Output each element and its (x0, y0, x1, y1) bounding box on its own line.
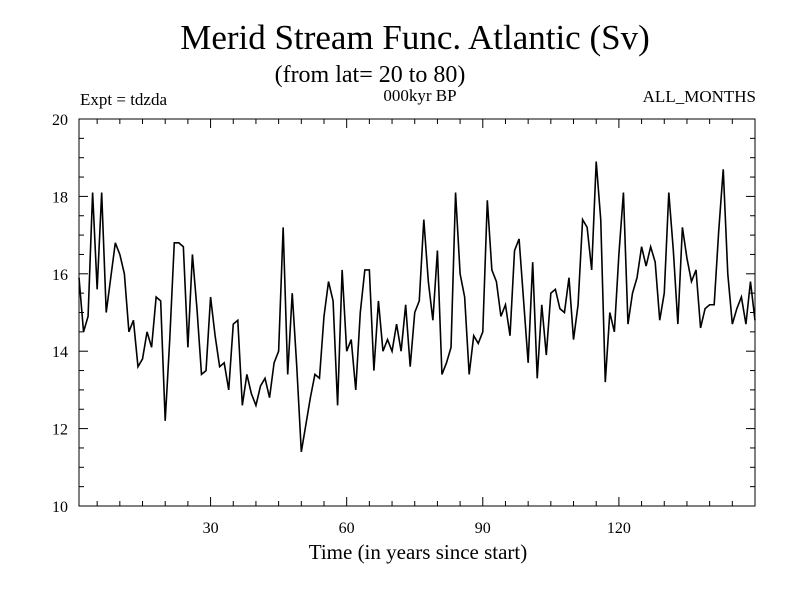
x-tick-label: 90 (475, 520, 491, 537)
plot-frame (78, 118, 756, 507)
y-tick-label: 14 (52, 344, 68, 361)
x-axis-label: Time (in years since start) (308, 540, 528, 564)
experiment-label: Expt = tdzda (80, 90, 168, 109)
months-label: ALL_MONTHS (642, 87, 756, 106)
y-tick-label: 12 (52, 422, 68, 439)
x-tick-label: 30 (203, 520, 219, 537)
y-tick-label: 10 (52, 499, 68, 516)
series-line (78, 161, 756, 452)
period-label: 000kyr BP (383, 86, 457, 105)
y-tick-label: 20 (52, 112, 68, 129)
x-tick-label: 60 (339, 520, 355, 537)
chart-subtitle: (from lat= 20 to 80) (274, 62, 466, 88)
y-tick-label: 16 (52, 267, 68, 284)
x-tick-label: 120 (607, 520, 631, 537)
chart-title: Merid Stream Func. Atlantic (Sv) (180, 18, 650, 57)
y-tick-label: 18 (52, 189, 68, 206)
